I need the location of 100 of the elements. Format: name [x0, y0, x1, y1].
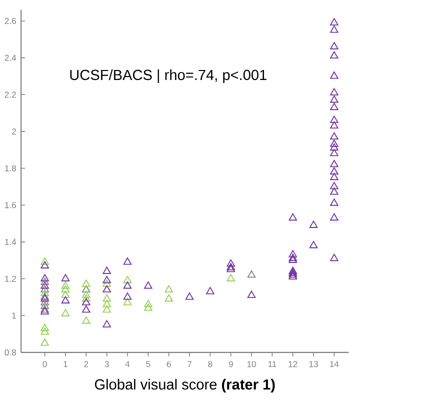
y-tick-label: 1 [12, 312, 16, 319]
x-tick-label: 5 [146, 361, 150, 368]
point [330, 18, 338, 26]
point [330, 121, 338, 129]
point [40, 257, 49, 265]
point [330, 254, 338, 262]
point [164, 294, 173, 302]
point [102, 320, 111, 328]
point [82, 298, 90, 306]
point [40, 327, 49, 335]
y-tick-label: 2.6 [4, 18, 16, 24]
x-tick-label: 11 [268, 361, 276, 367]
point [61, 285, 70, 292]
point [226, 263, 235, 270]
point [288, 250, 297, 258]
point [82, 294, 90, 302]
point [40, 274, 49, 282]
point [330, 182, 338, 190]
y-tick-label: 1.4 [5, 238, 16, 245]
point [102, 266, 111, 274]
x-tick-label: 0 [42, 361, 47, 368]
annotation: UCSF/BACS | rho=.74, p<.001 [70, 69, 266, 84]
point [102, 305, 111, 313]
point [247, 270, 256, 278]
point [40, 261, 49, 268]
point [40, 298, 49, 306]
point [164, 285, 173, 292]
y-tick-label: 2.4 [4, 54, 16, 61]
point [226, 259, 235, 267]
point [82, 285, 90, 292]
point [309, 240, 318, 248]
point [330, 132, 338, 140]
point [330, 88, 338, 96]
point [61, 290, 70, 298]
point [330, 116, 338, 123]
x-tick-label: 7 [188, 361, 192, 367]
point [206, 286, 214, 294]
x-tick-label: 8 [208, 361, 212, 368]
point [61, 281, 70, 289]
point [330, 167, 338, 175]
point [123, 257, 132, 265]
point [40, 302, 49, 309]
point [330, 172, 338, 180]
x-tick-label: 1 [64, 361, 68, 367]
y-tick-label: 1.6 [5, 202, 16, 208]
point [40, 281, 49, 289]
point [226, 264, 235, 272]
y-tick-label: 0.8 [4, 349, 16, 356]
point [330, 148, 338, 156]
point [82, 280, 90, 287]
point [330, 140, 338, 147]
point [102, 285, 111, 292]
point [330, 213, 338, 221]
point [330, 42, 338, 50]
x-tick-label: 6 [166, 361, 171, 368]
point [102, 276, 111, 284]
point [82, 290, 90, 298]
point [247, 290, 256, 298]
x-tick-label: 3 [104, 361, 109, 368]
point [330, 198, 338, 206]
x-tick-label: 2 [84, 361, 88, 368]
y-tick-label: 2.2 [4, 92, 16, 98]
point [144, 281, 152, 289]
y-tick-label: 2 [12, 128, 16, 134]
point [82, 316, 90, 324]
point [288, 266, 297, 274]
point [40, 324, 49, 332]
point [330, 160, 338, 168]
point [144, 304, 152, 311]
point [288, 272, 297, 280]
point [102, 300, 111, 308]
y-tick-label: 1.2 [5, 276, 16, 282]
point [330, 143, 338, 151]
point [40, 288, 49, 296]
point [330, 188, 338, 195]
point [288, 268, 297, 276]
x-tick-label: 10 [247, 361, 256, 368]
point [288, 256, 297, 263]
point [330, 25, 338, 33]
x-tick-label: 4 [125, 361, 130, 367]
x-tick-label: 13 [309, 361, 318, 368]
x-tick-label: 14 [330, 361, 339, 367]
point [330, 51, 338, 59]
point [288, 254, 297, 262]
y-tick-label: 1.8 [5, 165, 16, 172]
point [40, 338, 49, 346]
x-tick-label: 9 [228, 361, 233, 368]
point [330, 72, 338, 79]
point [144, 300, 152, 308]
point [123, 276, 132, 284]
point [102, 280, 111, 287]
point [61, 309, 70, 316]
point [309, 220, 318, 228]
point [40, 278, 49, 286]
point [226, 274, 235, 282]
point [61, 274, 70, 282]
point [185, 292, 194, 300]
point [123, 281, 132, 289]
point [288, 270, 297, 278]
point [102, 294, 111, 302]
